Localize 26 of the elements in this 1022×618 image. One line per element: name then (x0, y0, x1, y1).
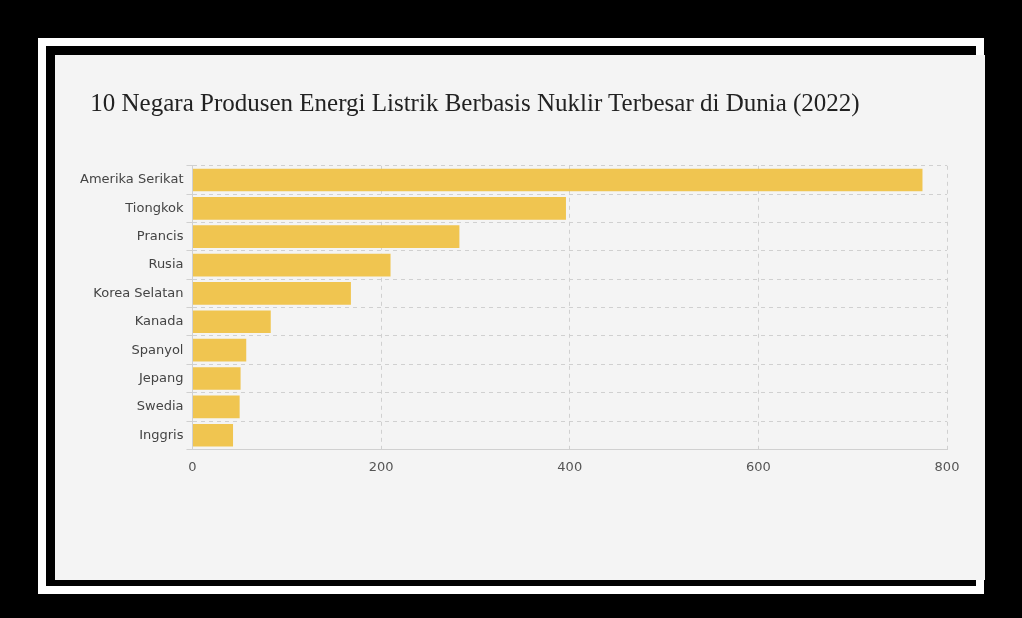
y-tick-label: Inggris (139, 426, 184, 442)
bar (192, 338, 247, 362)
chart-title: 10 Negara Produsen Energi Listrik Berbasis Nuklir Terbesar di Dunia (2022) (89, 88, 861, 119)
bar (192, 367, 241, 390)
y-tick-label: Korea Selatan (93, 284, 184, 300)
bar (192, 395, 240, 419)
y-tick-label: Spanyol (131, 341, 184, 357)
x-tick-label: 400 (557, 458, 583, 474)
y-tick-label: Kanada (134, 313, 184, 329)
y-tick-label: Swedia (136, 398, 184, 414)
y-tick-label: Prancis (136, 228, 184, 244)
x-tick-label: 0 (188, 458, 197, 474)
bar (192, 310, 271, 334)
x-tick-label: 600 (745, 458, 771, 474)
bar (192, 423, 234, 447)
bar (192, 253, 391, 277)
y-tick-label: Jepang (137, 369, 184, 385)
bar (192, 282, 351, 305)
y-tick-label: Amerika Serikat (80, 171, 184, 187)
x-tick-label: 800 (934, 458, 960, 474)
bar (192, 168, 923, 192)
x-tick-label: 200 (368, 458, 394, 474)
bar (192, 225, 460, 249)
y-tick-label: Rusia (148, 256, 184, 272)
bar (192, 197, 566, 220)
y-tick-label: Tiongkok (124, 199, 184, 215)
